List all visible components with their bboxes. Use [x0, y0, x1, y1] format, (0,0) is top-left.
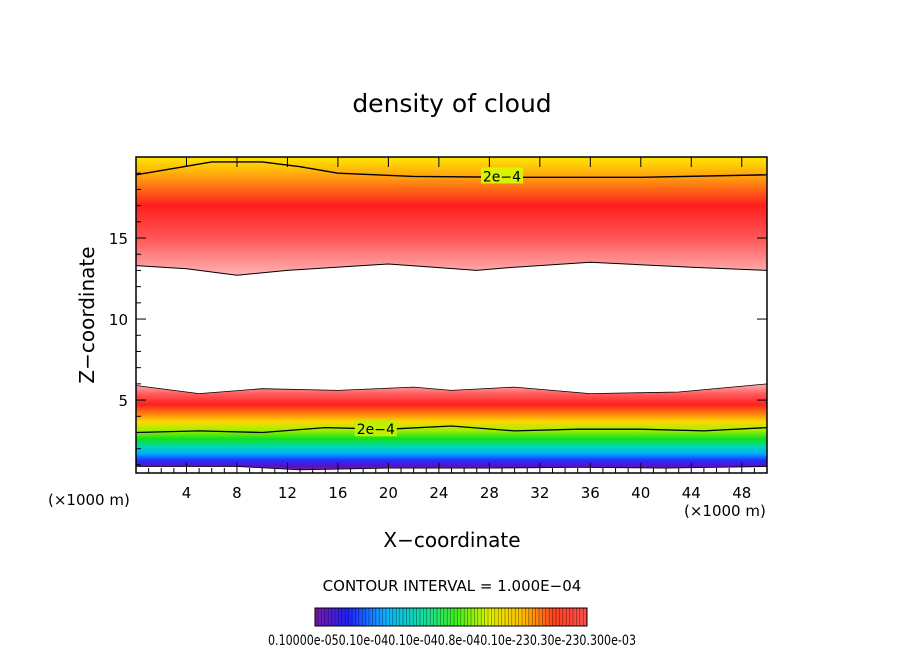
x-tick-label: 16 — [328, 484, 347, 502]
contour-label: 2e−4 — [483, 169, 521, 185]
x-tick-label: 40 — [631, 484, 650, 502]
contour-label-bg — [480, 167, 523, 184]
y-axis-label: Z−coordinate — [75, 246, 99, 383]
x-tick-label: 32 — [530, 484, 549, 502]
y-axis-ticks: 5 10 15 — [109, 172, 767, 466]
x-tick-label: 8 — [232, 484, 242, 502]
y-tick-label: 5 — [118, 392, 128, 410]
colorbar — [314, 607, 588, 627]
colorbar-frame — [314, 607, 588, 627]
contour-label: 2e−4 — [357, 422, 395, 438]
x-tick-label: 44 — [682, 484, 701, 502]
x-tick-label: 4 — [182, 484, 192, 502]
upper-cloud-layer — [136, 157, 767, 276]
x-tick-label: 36 — [581, 484, 600, 502]
lower-top-contour — [136, 383, 767, 395]
x-axis-ticks: 4 8 12 16 20 24 28 32 36 40 44 48 — [148, 157, 755, 502]
upper-bottom-contour — [136, 261, 767, 276]
contour-labels: 2e−4 2e−4 — [354, 167, 523, 438]
x-tick-label: 28 — [480, 484, 499, 502]
x-tick-label: 20 — [379, 484, 398, 502]
x-unit-right: (×1000 m) — [684, 502, 766, 520]
contour-interval: CONTOUR INTERVAL = 1.000E−04 — [323, 577, 582, 595]
x-tick-label: 24 — [429, 484, 448, 502]
chart-title: density of cloud — [352, 89, 551, 118]
y-tick-label: 10 — [109, 311, 128, 329]
x-tick-label: 12 — [278, 484, 297, 502]
y-tick-label: 15 — [109, 230, 128, 248]
x-tick-label: 48 — [732, 484, 751, 502]
x-axis-label: X−coordinate — [383, 528, 520, 552]
upper-top-contour — [136, 161, 767, 178]
x-unit-left: (×1000 m) — [48, 491, 130, 509]
lower-2e4-contour — [136, 425, 767, 434]
plot-area — [136, 157, 767, 471]
contour-label-bg — [354, 420, 397, 437]
colorbar-stripes — [317, 608, 587, 626]
lower-cloud-layer — [136, 383, 767, 470]
colorbar-fill — [315, 608, 587, 626]
colorbar-labels: 0.10000e-050.10e-040.10e-040.8e-040.10e-… — [268, 633, 636, 649]
